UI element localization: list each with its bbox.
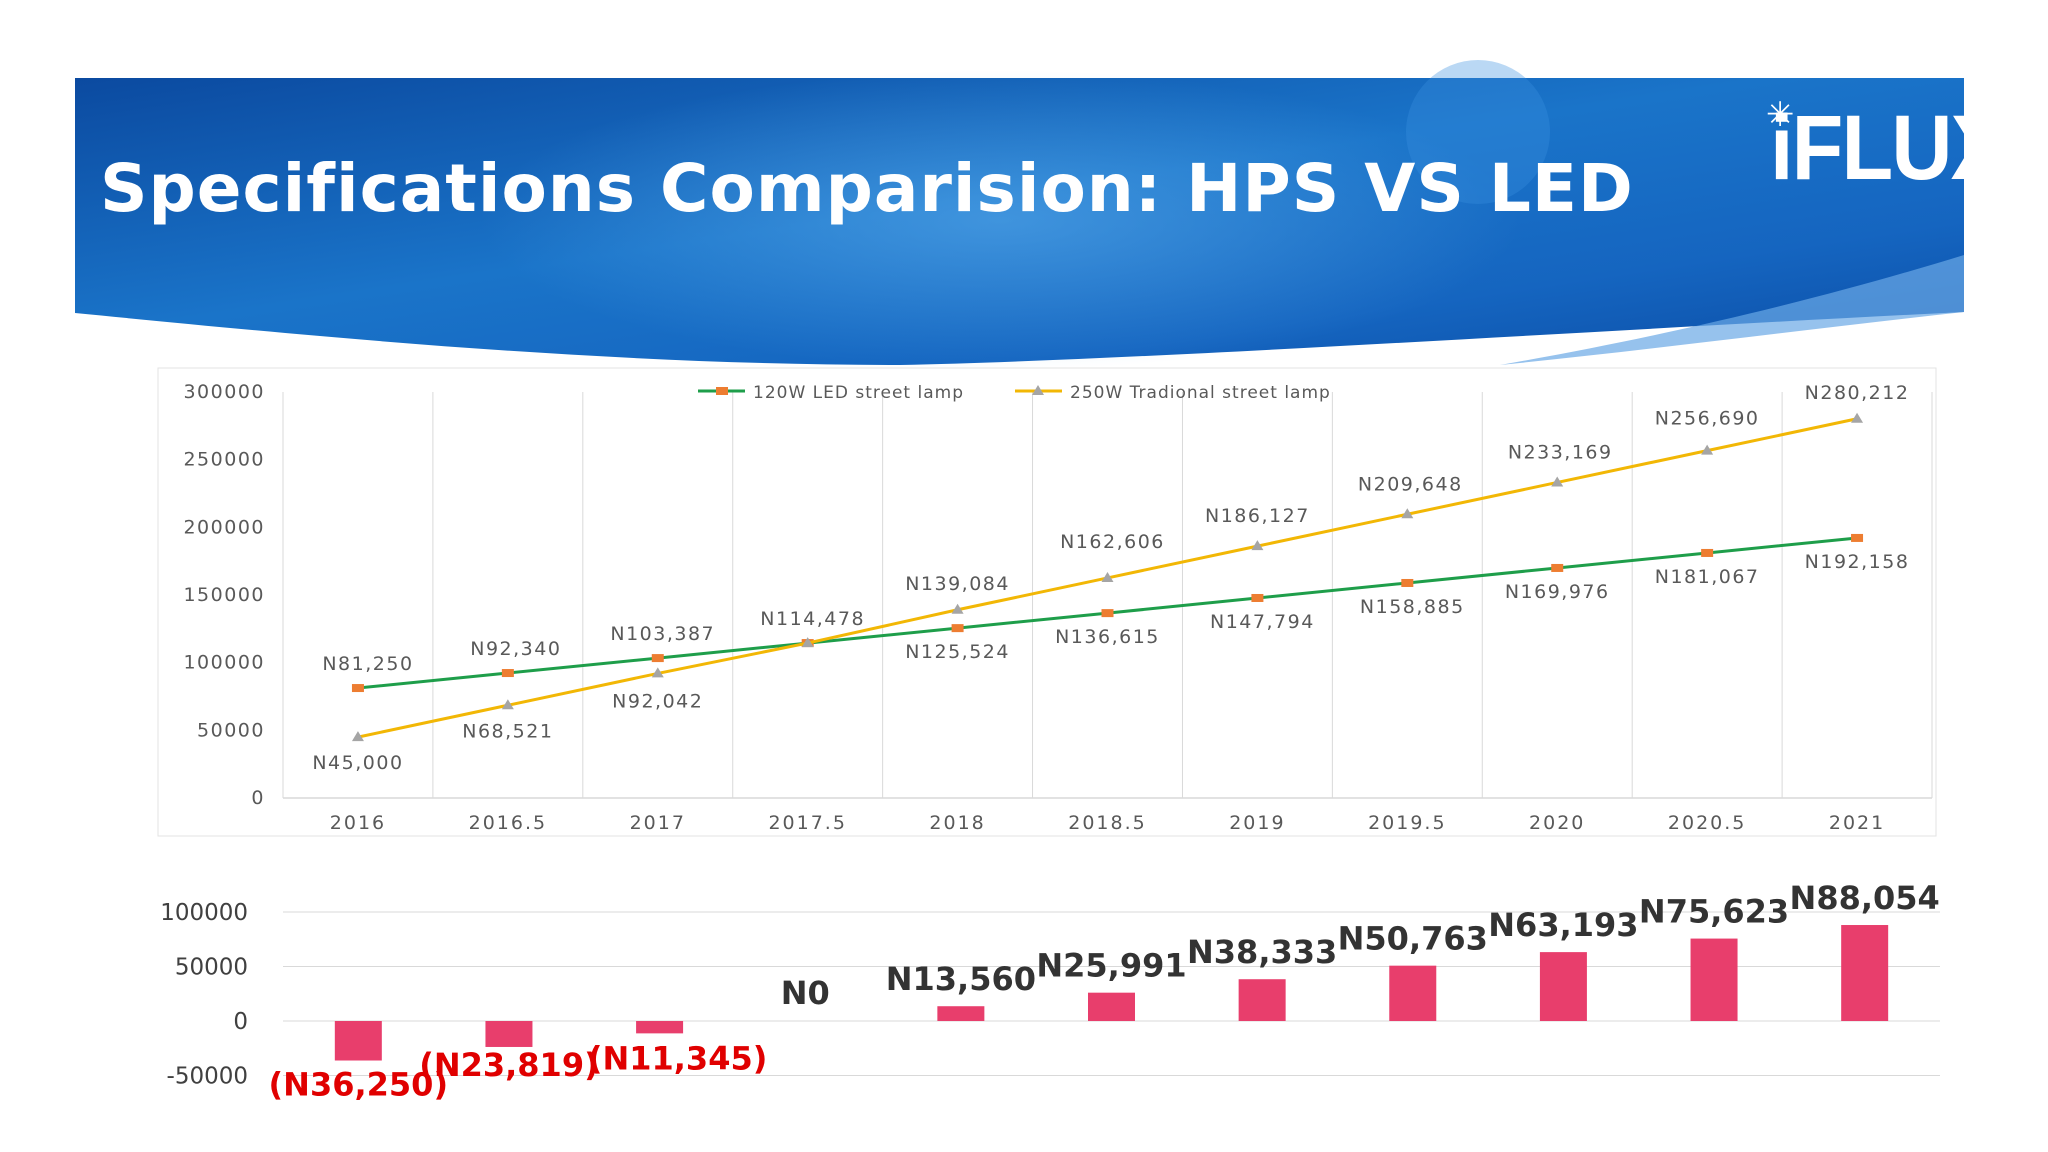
traditional-point-marker (1701, 444, 1714, 455)
led-data-label: N103,387 (610, 623, 715, 645)
bar (1088, 992, 1135, 1021)
traditional-data-label: N256,690 (1655, 408, 1760, 430)
led-data-label: N169,976 (1505, 581, 1610, 603)
bar-data-label: (N36,250) (269, 1066, 449, 1104)
y-tick-label: 300000 (183, 381, 265, 403)
bar (937, 1006, 985, 1021)
traditional-data-label: N162,606 (1060, 531, 1165, 553)
chart-frame (157, 367, 1937, 837)
traditional-data-label: N209,648 (1358, 473, 1463, 495)
star-burst-icon: ✳ (1766, 95, 1795, 135)
led-data-label: N125,524 (905, 641, 1010, 663)
led-data-label: N158,885 (1360, 596, 1465, 618)
bar-data-label: N88,054 (1790, 879, 1940, 917)
traditional-point-marker (951, 603, 964, 614)
bar-y-tick-label: -50000 (167, 1064, 248, 1090)
x-tick-label: 2020 (1529, 812, 1585, 834)
slide-title: Specifications Comparision: HPS VS LED (100, 150, 1634, 227)
traditional-point-marker (1101, 571, 1114, 582)
led-data-label: N92,340 (470, 638, 561, 660)
bar (1238, 979, 1286, 1021)
traditional-point-marker (801, 637, 814, 648)
led-data-label: N136,615 (1055, 626, 1160, 648)
x-tick-label: 2019 (1229, 812, 1285, 834)
bar-y-tick-label: 100000 (160, 900, 248, 926)
led-point-marker (1551, 563, 1564, 572)
bar (1539, 952, 1587, 1021)
led-point-marker (1851, 533, 1864, 542)
bar-data-label: (N11,345) (588, 1039, 768, 1077)
traditional-data-label: N280,212 (1805, 382, 1910, 404)
y-tick-label: 100000 (183, 652, 265, 674)
bar-y-tick-label: 0 (233, 1009, 248, 1035)
x-tick-label: 2021 (1829, 812, 1885, 834)
traditional-point-marker (1401, 508, 1414, 519)
traditional-point-marker (651, 667, 664, 678)
bar-data-label: N50,763 (1338, 920, 1488, 958)
led-point-marker (1401, 578, 1414, 587)
y-tick-label: 200000 (183, 516, 265, 538)
legend-traditional-marker (1032, 385, 1044, 395)
x-tick-label: 2017.5 (768, 812, 846, 834)
traditional-data-label: N92,042 (612, 690, 703, 712)
led-data-label: N114,478 (760, 608, 865, 630)
x-tick-label: 2016 (330, 812, 386, 834)
bar-data-label: N0 (781, 974, 830, 1012)
x-tick-label: 2018 (929, 812, 985, 834)
led-point-marker (1251, 593, 1264, 602)
bar (636, 1021, 684, 1034)
led-point-marker (351, 684, 364, 693)
traditional-data-label: N233,169 (1508, 441, 1613, 463)
traditional-data-label: N45,000 (312, 752, 403, 774)
bar (1389, 965, 1437, 1021)
bar (1841, 925, 1889, 1021)
x-tick-label: 2020.5 (1668, 812, 1746, 834)
bar-data-label: N13,560 (886, 960, 1036, 998)
x-tick-label: 2016.5 (469, 812, 547, 834)
y-tick-label: 0 (251, 787, 265, 809)
bar (1690, 938, 1738, 1021)
legend-led-label: 120W LED street lamp (753, 383, 964, 403)
led-data-label: N147,794 (1210, 611, 1315, 633)
y-tick-label: 250000 (183, 449, 265, 471)
x-tick-label: 2018.5 (1068, 812, 1146, 834)
led-data-label: N181,067 (1655, 566, 1760, 588)
chart-legend: 120W LED street lamp 250W Tradional stree… (698, 383, 1331, 403)
bar (334, 1021, 382, 1061)
logo-text: iFLUX (1770, 97, 2007, 199)
traditional-data-label: N186,127 (1205, 505, 1310, 527)
brand-logo: ✳ iFLUX (1766, 95, 2007, 198)
bar-data-label: N38,333 (1187, 933, 1337, 971)
led-point-marker (1101, 609, 1114, 618)
bar-data-label: N75,623 (1639, 893, 1789, 931)
led-point-marker (651, 654, 664, 663)
bar-data-label: N25,991 (1036, 947, 1186, 985)
traditional-point-marker (1551, 476, 1564, 487)
led-data-label: N192,158 (1805, 551, 1910, 573)
traditional-data-label: N139,084 (905, 573, 1010, 595)
traditional-point-marker (1251, 540, 1264, 551)
led-point-marker (501, 669, 514, 678)
traditional-point-marker (1851, 412, 1864, 423)
traditional-point-marker (351, 731, 364, 742)
traditional-point-marker (501, 699, 514, 710)
x-tick-label: 2019.5 (1368, 812, 1446, 834)
led-point-marker (951, 624, 964, 633)
legend-led-marker (716, 387, 728, 395)
legend-traditional-label: 250W Tradional street lamp (1070, 383, 1331, 403)
traditional-data-label: N68,521 (462, 720, 553, 742)
bar-data-label: N63,193 (1488, 906, 1638, 944)
y-tick-label: 50000 (197, 719, 265, 741)
bar (485, 1021, 533, 1047)
bar-data-label: (N23,819) (419, 1046, 599, 1084)
led-point-marker (1701, 548, 1714, 557)
led-data-label: N81,250 (322, 653, 413, 675)
bar-y-tick-label: 50000 (175, 955, 248, 981)
x-tick-label: 2017 (630, 812, 686, 834)
y-tick-label: 150000 (183, 584, 265, 606)
